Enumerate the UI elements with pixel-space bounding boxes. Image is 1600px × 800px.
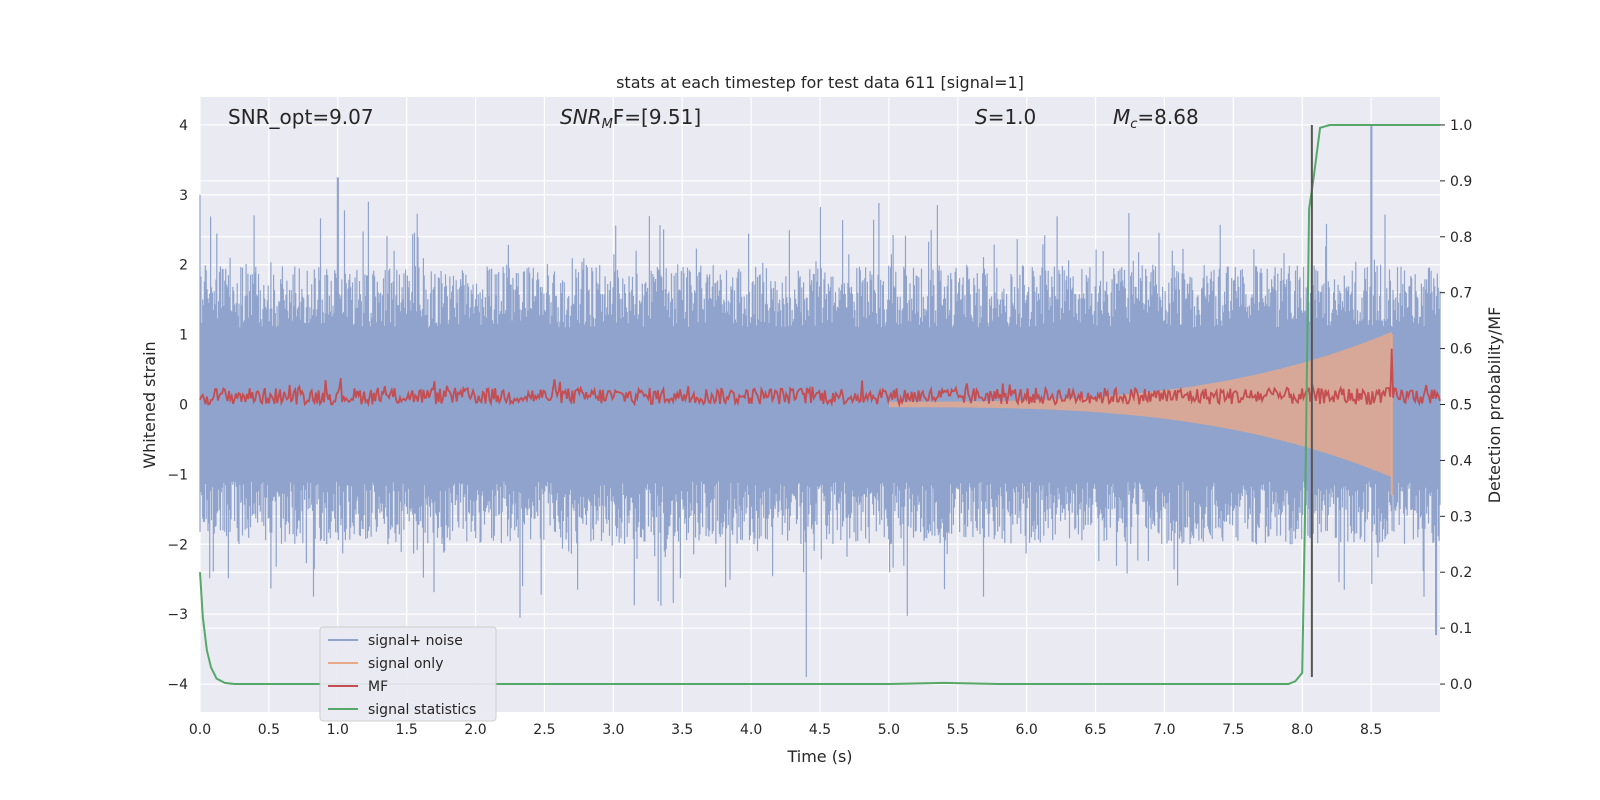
x-axis-label: Time (s)	[786, 747, 852, 766]
x-tick-label-16: 8.0	[1291, 722, 1313, 738]
annotation-snr-mf: SNRMF=[9.51]	[560, 105, 701, 132]
y-left-tick-label-3: 1	[179, 328, 188, 344]
y-right-tick-label-4: 0.6	[1450, 342, 1472, 358]
y-right-tick-label-5: 0.5	[1450, 398, 1472, 414]
annotation-s-tail: =1.0	[988, 105, 1037, 129]
annotation-snr-mf-main: SNR	[560, 105, 602, 129]
y-right-tick-label-3: 0.7	[1450, 286, 1472, 302]
annotation-mc-sub: c	[1130, 117, 1137, 132]
x-tick-label-4: 2.0	[464, 722, 486, 738]
y-left-tick-label-4: 0	[179, 398, 188, 414]
y-right-tick-label-1: 0.9	[1450, 174, 1472, 190]
legend-label-signal-statistics: signal statistics	[368, 702, 476, 718]
x-tick-label-5: 2.5	[533, 722, 555, 738]
annotation-mc: Mc=8.68	[1113, 105, 1199, 132]
y-right-tick-labels: 1.0 0.9 0.8 0.7 0.6 0.5 0.4 0.3 0.2 0.1 0.0	[1440, 118, 1472, 693]
y-right-tick-label-2: 0.8	[1450, 230, 1472, 246]
annotation-snr-mf-sub: M	[602, 117, 613, 132]
legend-label-signal-only: signal only	[368, 656, 443, 672]
y-left-tick-label-2: 2	[179, 258, 188, 274]
annotation-s: S=1.0	[975, 105, 1036, 129]
x-tick-label-3: 1.5	[396, 722, 418, 738]
y-axis-label-right: Detection probability/MF	[1485, 307, 1504, 504]
x-tick-label-0: 0.0	[189, 722, 211, 738]
y-right-tick-label-9: 0.1	[1450, 621, 1472, 637]
x-tick-label-17: 8.5	[1360, 722, 1382, 738]
y-axis-label-left: Whitened strain	[140, 341, 159, 468]
x-tick-label-13: 6.5	[1084, 722, 1106, 738]
annotation-s-label: S	[975, 105, 988, 129]
x-tick-label-2: 1.0	[327, 722, 349, 738]
x-tick-label-8: 4.0	[740, 722, 762, 738]
y-right-tick-label-7: 0.3	[1450, 509, 1472, 525]
y-left-tick-label-6: −2	[167, 537, 188, 553]
annotation-snr-mf-tail: F=[9.51]	[613, 105, 701, 129]
mf-trace	[199, 348, 1441, 408]
series-mf	[199, 348, 1441, 408]
x-tick-label-11: 5.5	[947, 722, 969, 738]
legend-label-mf: MF	[368, 679, 388, 695]
y-left-tick-label-5: −1	[167, 467, 188, 483]
x-tick-label-1: 0.5	[258, 722, 280, 738]
y-right-tick-label-8: 0.2	[1450, 565, 1472, 581]
x-tick-label-15: 7.5	[1222, 722, 1244, 738]
x-tick-label-9: 4.5	[809, 722, 831, 738]
y-right-tick-label-6: 0.4	[1450, 453, 1472, 469]
y-left-tick-label-7: −3	[167, 607, 188, 623]
x-tick-labels: 0.0 0.5 1.0 1.5 2.0 2.5 3.0 3.5 4.0 4.5 5.0 5.5 6.0 6…	[189, 722, 1382, 738]
annotation-snr-opt: SNR_opt=9.07	[228, 105, 374, 129]
annotation-mc-label: M	[1113, 105, 1130, 129]
x-tick-label-14: 7.0	[1153, 722, 1175, 738]
legend-box	[319, 626, 497, 722]
x-tick-label-10: 5.0	[878, 722, 900, 738]
legend: signal+ noise signal only MF signal stat…	[319, 626, 497, 722]
legend-label-signal-noise: signal+ noise	[368, 633, 463, 649]
x-tick-label-6: 3.0	[602, 722, 624, 738]
y-left-tick-label-0: 4	[179, 118, 188, 134]
x-tick-label-12: 6.0	[1016, 722, 1038, 738]
annotation-mc-tail: =8.68	[1137, 105, 1198, 129]
y-left-tick-label-1: 3	[179, 188, 188, 204]
y-right-tick-label-10: 0.0	[1450, 677, 1472, 693]
y-left-tick-labels: 4 3 2 1 0 −1 −2 −3 −4	[167, 118, 188, 693]
y-right-tick-label-0: 1.0	[1450, 118, 1472, 134]
x-tick-label-7: 3.5	[671, 722, 693, 738]
y-left-tick-label-8: −4	[167, 677, 188, 693]
chart-title: stats at each timestep for test data 611…	[616, 73, 1024, 92]
chirp-envelope	[888, 331, 1392, 478]
